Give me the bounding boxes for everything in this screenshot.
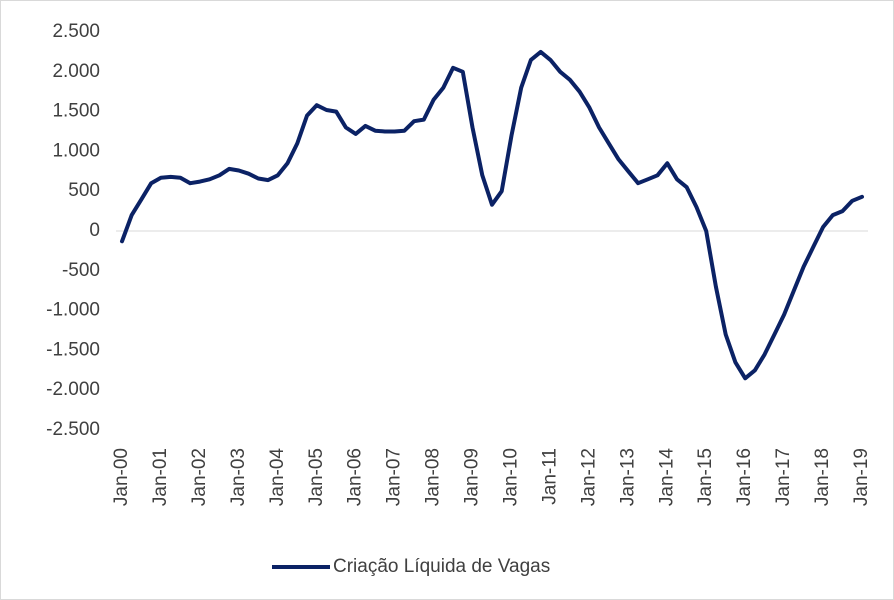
x-tick-label: Jan-03 bbox=[228, 448, 249, 506]
x-tick-label: Jan-09 bbox=[462, 448, 483, 506]
series-line bbox=[120, 49, 864, 381]
y-tick-label: -1.500 bbox=[46, 339, 100, 360]
x-tick-label: Jan-18 bbox=[812, 448, 833, 506]
y-tick-label: -500 bbox=[62, 260, 100, 281]
x-tick-label: Jan-19 bbox=[851, 448, 872, 506]
x-tick-label: Jan-13 bbox=[617, 448, 638, 506]
y-tick-label: -2.500 bbox=[46, 419, 100, 440]
x-tick-label: Jan-02 bbox=[189, 448, 210, 506]
y-tick-label: 2.500 bbox=[52, 21, 100, 42]
x-tick-label: Jan-16 bbox=[734, 448, 755, 506]
x-tick-label: Jan-15 bbox=[695, 448, 716, 506]
y-tick-label: 1.000 bbox=[52, 140, 100, 161]
x-tick-label: Jan-17 bbox=[773, 448, 794, 506]
x-tick-label: Jan-07 bbox=[384, 448, 405, 506]
x-tick-label: Jan-01 bbox=[150, 448, 171, 506]
y-tick-label: 500 bbox=[68, 180, 100, 201]
y-tick-label: -2.000 bbox=[46, 379, 100, 400]
x-tick-label: Jan-04 bbox=[267, 448, 288, 507]
x-tick-label: Jan-08 bbox=[423, 448, 444, 506]
y-tick-label: 0 bbox=[89, 220, 100, 241]
x-tick-label: Jan-00 bbox=[111, 448, 132, 506]
x-tick-label: Jan-11 bbox=[539, 448, 560, 505]
x-tick-label: Jan-05 bbox=[306, 448, 327, 506]
legend-label: Criação Líquida de Vagas bbox=[333, 556, 550, 577]
y-tick-label: 1.500 bbox=[52, 101, 100, 122]
x-tick-label: Jan-14 bbox=[656, 448, 677, 507]
x-tick-label: Jan-12 bbox=[578, 448, 599, 506]
y-tick-label: 2.000 bbox=[52, 61, 100, 82]
y-tick-label: -1.000 bbox=[46, 300, 100, 321]
x-tick-label: Jan-06 bbox=[345, 448, 366, 506]
x-tick-label: Jan-10 bbox=[500, 448, 521, 506]
